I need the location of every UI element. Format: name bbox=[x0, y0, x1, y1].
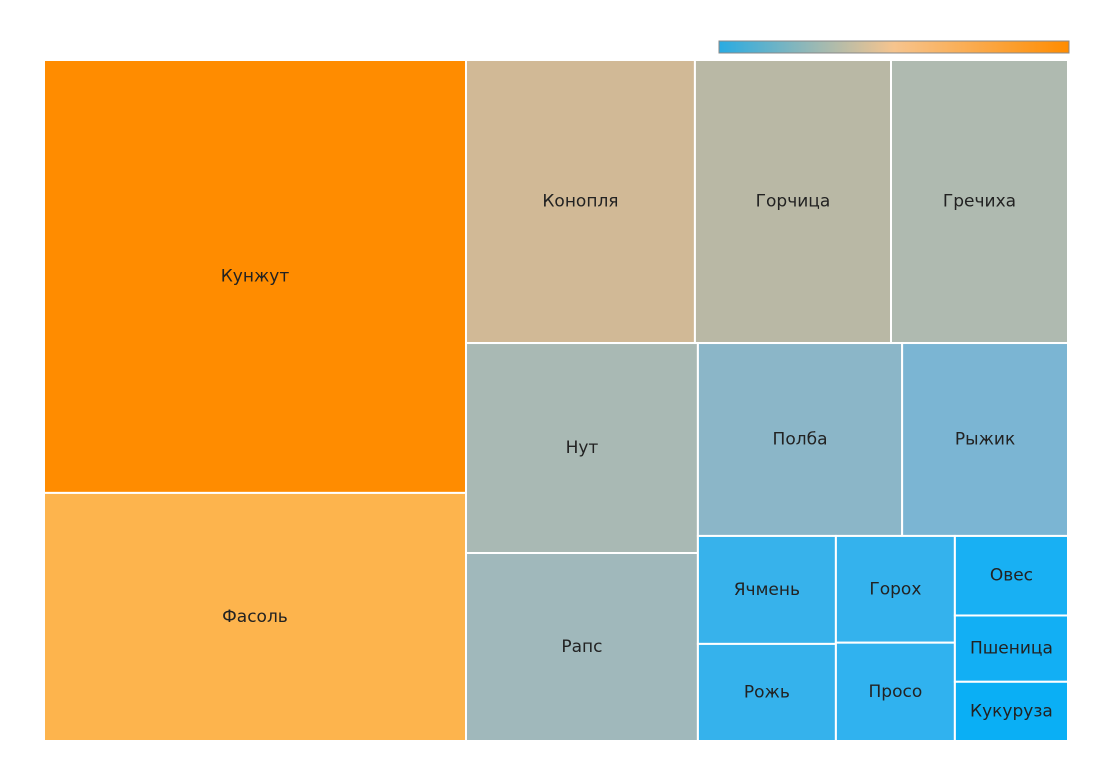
tile bbox=[834, 534, 956, 644]
tile-label: Рыжик bbox=[955, 429, 1015, 449]
tile-label: Фасоль bbox=[222, 607, 288, 627]
tile bbox=[464, 342, 699, 555]
treemap: Кунжут Фасоль Конопля Горчица Гречиха Нут Рапс… bbox=[43, 59, 1070, 743]
tile-label: Просо bbox=[869, 682, 923, 702]
tile-label: Конопля bbox=[542, 192, 618, 212]
tile-label: Пшеница bbox=[970, 639, 1053, 659]
tile bbox=[464, 552, 699, 742]
tile bbox=[696, 534, 837, 645]
tile-label: Кукуруза bbox=[970, 701, 1053, 721]
tile-label: Рапс bbox=[561, 637, 602, 657]
tile-label: Кунжут bbox=[221, 266, 290, 286]
tile bbox=[953, 680, 1070, 743]
tile bbox=[834, 641, 956, 743]
tile-label: Нут bbox=[566, 438, 599, 458]
tile bbox=[693, 59, 893, 345]
tile bbox=[953, 534, 1070, 617]
tile-label: Овес bbox=[990, 566, 1033, 586]
tile-label: Рожь bbox=[744, 682, 790, 702]
tile-label: Полба bbox=[773, 429, 828, 449]
tile bbox=[696, 342, 904, 537]
tile-label: Горох bbox=[869, 579, 921, 599]
tile-label: Горчица bbox=[756, 192, 831, 212]
tile bbox=[43, 59, 467, 494]
tile bbox=[890, 59, 1070, 345]
tile-label: Гречиха bbox=[943, 192, 1016, 212]
color-bar bbox=[718, 40, 1070, 54]
tile-label: Ячмень bbox=[734, 580, 800, 600]
tile bbox=[464, 59, 696, 345]
tile bbox=[43, 491, 467, 743]
